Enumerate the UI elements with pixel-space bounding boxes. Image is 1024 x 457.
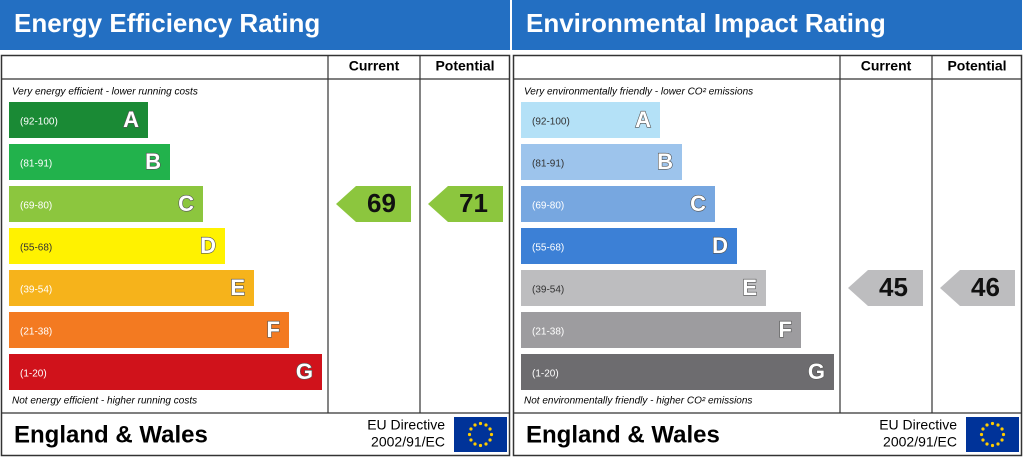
band-letter: A bbox=[635, 107, 651, 132]
rating-arrow bbox=[336, 186, 411, 222]
band-letter: B bbox=[657, 149, 673, 174]
footer-region: England & Wales bbox=[526, 421, 720, 448]
band-range: (55-68) bbox=[20, 243, 52, 254]
band-range: (81-91) bbox=[20, 159, 52, 170]
band-letter: D bbox=[712, 233, 728, 258]
band-range: (21-38) bbox=[532, 327, 564, 338]
eu-star bbox=[1000, 427, 1004, 431]
rating-band bbox=[521, 312, 801, 348]
band-letter: E bbox=[742, 275, 757, 300]
eu-star bbox=[473, 423, 477, 427]
band-range: (69-80) bbox=[20, 201, 52, 212]
band-letter: E bbox=[230, 275, 245, 300]
band-letter: B bbox=[145, 149, 161, 174]
footer-directive-number: 2002/91/EC bbox=[883, 434, 957, 450]
band-range: (39-54) bbox=[20, 285, 52, 296]
title-bar bbox=[512, 0, 1022, 50]
rating-band bbox=[521, 144, 682, 180]
rating-band bbox=[9, 228, 225, 264]
eu-star bbox=[990, 421, 995, 426]
band-letter: F bbox=[267, 317, 280, 342]
eu-star bbox=[985, 423, 989, 427]
band-letter: D bbox=[200, 233, 216, 258]
eu-star bbox=[469, 427, 473, 431]
top-note: Very environmentally friendly - lower CO… bbox=[524, 87, 753, 98]
eu-star bbox=[469, 438, 473, 442]
eu-star bbox=[473, 442, 477, 446]
rating-value: 69 bbox=[367, 188, 396, 218]
rating-band bbox=[521, 186, 715, 222]
rating-band bbox=[9, 186, 203, 222]
band-range: (69-80) bbox=[532, 201, 564, 212]
band-range: (92-100) bbox=[532, 117, 570, 128]
eu-star bbox=[484, 423, 488, 427]
eu-star bbox=[478, 421, 483, 426]
rating-arrow bbox=[428, 186, 503, 222]
eu-star bbox=[985, 442, 989, 446]
column-header: Current bbox=[861, 58, 912, 74]
panel: Environmental Impact Rating Current Potent… bbox=[512, 0, 1023, 457]
band-letter: G bbox=[296, 359, 313, 384]
eu-star bbox=[489, 432, 494, 437]
band-range: (81-91) bbox=[532, 159, 564, 170]
rating-value: 46 bbox=[971, 272, 1000, 302]
rating-band bbox=[521, 270, 766, 306]
band-letter: C bbox=[690, 191, 706, 216]
column-header: Potential bbox=[435, 58, 494, 74]
top-note: Very energy efficient - lower running co… bbox=[12, 87, 198, 98]
eu-star bbox=[990, 443, 995, 448]
rating-band bbox=[9, 270, 254, 306]
rating-value: 71 bbox=[459, 188, 488, 218]
title-bar bbox=[0, 0, 510, 50]
band-letter: G bbox=[808, 359, 825, 384]
band-range: (1-20) bbox=[532, 369, 559, 380]
band-letter: F bbox=[779, 317, 792, 342]
eu-star bbox=[996, 423, 1000, 427]
column-header: Potential bbox=[947, 58, 1006, 74]
band-range: (21-38) bbox=[20, 327, 52, 338]
footer-directive: EU Directive bbox=[367, 417, 445, 433]
eu-star bbox=[981, 438, 985, 442]
rating-band bbox=[9, 144, 170, 180]
table-frame bbox=[0, 54, 511, 457]
band-range: (1-20) bbox=[20, 369, 47, 380]
bottom-note: Not environmentally friendly - higher CO… bbox=[524, 396, 752, 407]
footer-directive-number: 2002/91/EC bbox=[371, 434, 445, 450]
rating-band bbox=[521, 228, 737, 264]
panel-title: Energy Efficiency Rating bbox=[14, 8, 320, 38]
band-range: (55-68) bbox=[532, 243, 564, 254]
eu-star bbox=[1001, 432, 1006, 437]
eu-star bbox=[488, 438, 492, 442]
eu-star bbox=[478, 443, 483, 448]
eu-star bbox=[488, 427, 492, 431]
column-header: Current bbox=[349, 58, 400, 74]
rating-band bbox=[9, 312, 289, 348]
band-range: (92-100) bbox=[20, 117, 58, 128]
footer-region: England & Wales bbox=[14, 421, 208, 448]
rating-arrow bbox=[940, 270, 1015, 306]
band-letter: A bbox=[123, 107, 139, 132]
eu-star bbox=[996, 442, 1000, 446]
bottom-note: Not energy efficient - higher running co… bbox=[12, 396, 197, 407]
band-letter: C bbox=[178, 191, 194, 216]
rating-band bbox=[521, 354, 834, 390]
eu-star bbox=[467, 432, 472, 437]
eu-star bbox=[484, 442, 488, 446]
rating-band bbox=[521, 102, 660, 138]
panel-title: Environmental Impact Rating bbox=[526, 8, 886, 38]
band-range: (39-54) bbox=[532, 285, 564, 296]
table-frame bbox=[512, 54, 1023, 457]
rating-arrow bbox=[848, 270, 923, 306]
panel: Energy Efficiency Rating Current Potential… bbox=[0, 0, 511, 457]
eu-star bbox=[1000, 438, 1004, 442]
footer-directive: EU Directive bbox=[879, 417, 957, 433]
eu-star bbox=[981, 427, 985, 431]
rating-band bbox=[9, 354, 322, 390]
rating-value: 45 bbox=[879, 272, 908, 302]
eu-star bbox=[979, 432, 984, 437]
rating-band bbox=[9, 102, 148, 138]
